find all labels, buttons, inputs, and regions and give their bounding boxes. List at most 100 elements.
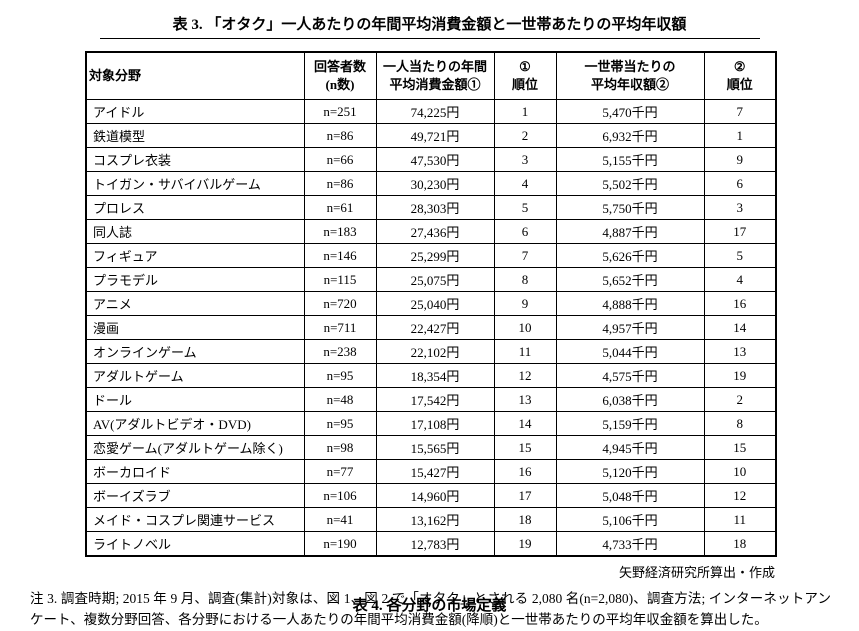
cell-spend: 28,303円 xyxy=(375,195,495,221)
table-header: 対象分野 回答者数 (n数) 一人当たりの年間 平均消費金額① ① 順位 一世帯当たりの… xyxy=(85,51,777,101)
cell-spend: 15,565円 xyxy=(375,435,495,461)
cell-rank-income: 6 xyxy=(703,171,777,197)
cell-rank-spend: 9 xyxy=(493,291,557,317)
table-row: 漫画 n=711 22,427円 10 4,957千円 14 xyxy=(85,315,777,341)
cell-rank-spend: 13 xyxy=(493,387,557,413)
cell-income: 5,626千円 xyxy=(555,243,705,269)
cell-respondents: n=106 xyxy=(303,483,377,509)
header-row: 対象分野 回答者数 (n数) 一人当たりの年間 平均消費金額① ① 順位 一世帯当たりの… xyxy=(85,51,777,101)
cell-field: AV(アダルトビデオ・DVD) xyxy=(85,411,305,437)
cell-rank-income: 19 xyxy=(703,363,777,389)
cell-respondents: n=183 xyxy=(303,219,377,245)
cell-field: オンラインゲーム xyxy=(85,339,305,365)
cell-field: アダルトゲーム xyxy=(85,363,305,389)
column-header-respondents: 回答者数 (n数) xyxy=(303,51,377,101)
cell-field: フィギュア xyxy=(85,243,305,269)
cell-field: トイガン・サバイバルゲーム xyxy=(85,171,305,197)
cell-rank-spend: 15 xyxy=(493,435,557,461)
table-row: 鉄道模型 n=86 49,721円 2 6,932千円 1 xyxy=(85,123,777,149)
cell-income: 6,038千円 xyxy=(555,387,705,413)
cell-rank-income: 2 xyxy=(703,387,777,413)
cell-spend: 18,354円 xyxy=(375,363,495,389)
cell-income: 5,652千円 xyxy=(555,267,705,293)
cell-respondents: n=238 xyxy=(303,339,377,365)
table-row: トイガン・サバイバルゲーム n=86 30,230円 4 5,502千円 6 xyxy=(85,171,777,197)
cell-rank-income: 3 xyxy=(703,195,777,221)
cell-income: 4,887千円 xyxy=(555,219,705,245)
cell-rank-income: 7 xyxy=(703,99,777,125)
cell-respondents: n=251 xyxy=(303,99,377,125)
cell-rank-income: 4 xyxy=(703,267,777,293)
cell-field: 漫画 xyxy=(85,315,305,341)
table-row: プラモデル n=115 25,075円 8 5,652千円 4 xyxy=(85,267,777,293)
table-row: 恋愛ゲーム(アダルトゲーム除く) n=98 15,565円 15 4,945千円 15 xyxy=(85,435,777,461)
cell-rank-income: 1 xyxy=(703,123,777,149)
source-credit: 矢野経済研究所算出・作成 xyxy=(618,565,775,581)
table-row: ボーイズラブ n=106 14,960円 17 5,048千円 12 xyxy=(85,483,777,509)
cell-respondents: n=95 xyxy=(303,411,377,437)
cell-spend: 22,427円 xyxy=(375,315,495,341)
cell-spend: 49,721円 xyxy=(375,123,495,149)
cell-rank-income: 5 xyxy=(703,243,777,269)
cell-respondents: n=86 xyxy=(303,123,377,149)
cell-income: 4,957千円 xyxy=(555,315,705,341)
cell-income: 4,888千円 xyxy=(555,291,705,317)
cell-rank-spend: 5 xyxy=(493,195,557,221)
cell-income: 5,048千円 xyxy=(555,483,705,509)
cell-field: ボーイズラブ xyxy=(85,483,305,509)
cell-field: メイド・コスプレ関連サービス xyxy=(85,507,305,533)
table-row: 同人誌 n=183 27,436円 6 4,887千円 17 xyxy=(85,219,777,245)
cell-rank-spend: 1 xyxy=(493,99,557,125)
cell-respondents: n=720 xyxy=(303,291,377,317)
cell-rank-income: 15 xyxy=(703,435,777,461)
cell-income: 4,575千円 xyxy=(555,363,705,389)
cell-spend: 27,436円 xyxy=(375,219,495,245)
cell-income: 6,932千円 xyxy=(555,123,705,149)
cell-rank-spend: 17 xyxy=(493,483,557,509)
cell-spend: 74,225円 xyxy=(375,99,495,125)
cell-respondents: n=77 xyxy=(303,459,377,485)
cell-income: 5,470千円 xyxy=(555,99,705,125)
table-row: アイドル n=251 74,225円 1 5,470千円 7 xyxy=(85,99,777,125)
document-page: 表 3. 「オタク」一人あたりの年間平均消費金額と一世帯あたりの平均年収額 対象… xyxy=(30,17,831,627)
cell-income: 5,750千円 xyxy=(555,195,705,221)
cell-spend: 22,102円 xyxy=(375,339,495,365)
cell-field: プラモデル xyxy=(85,267,305,293)
cell-rank-spend: 14 xyxy=(493,411,557,437)
cell-respondents: n=115 xyxy=(303,267,377,293)
cell-field: ボーカロイド xyxy=(85,459,305,485)
cell-rank-spend: 3 xyxy=(493,147,557,173)
cell-rank-income: 17 xyxy=(703,219,777,245)
table-row: メイド・コスプレ関連サービス n=41 13,162円 18 5,106千円 11 xyxy=(85,507,777,533)
cell-rank-income: 9 xyxy=(703,147,777,173)
otaku-consumption-table: 対象分野 回答者数 (n数) 一人当たりの年間 平均消費金額① ① 順位 一世帯当たりの… xyxy=(85,51,777,558)
cell-rank-income: 12 xyxy=(703,483,777,509)
table-row: オンラインゲーム n=238 22,102円 11 5,044千円 13 xyxy=(85,339,777,365)
table-row: コスプレ衣装 n=66 47,530円 3 5,155千円 9 xyxy=(85,147,777,173)
cell-rank-spend: 8 xyxy=(493,267,557,293)
cell-respondents: n=146 xyxy=(303,243,377,269)
cell-field: ドール xyxy=(85,387,305,413)
table-row: アニメ n=720 25,040円 9 4,888千円 16 xyxy=(85,291,777,317)
cell-spend: 25,040円 xyxy=(375,291,495,317)
cell-spend: 17,108円 xyxy=(375,411,495,437)
cell-rank-income: 8 xyxy=(703,411,777,437)
cell-income: 5,106千円 xyxy=(555,507,705,533)
cell-respondents: n=98 xyxy=(303,435,377,461)
table-row: プロレス n=61 28,303円 5 5,750千円 3 xyxy=(85,195,777,221)
cell-spend: 30,230円 xyxy=(375,171,495,197)
cell-income: 4,733千円 xyxy=(555,531,705,557)
table-row: ドール n=48 17,542円 13 6,038千円 2 xyxy=(85,387,777,413)
cell-rank-spend: 11 xyxy=(493,339,557,365)
cell-field: アイドル xyxy=(85,99,305,125)
cell-rank-spend: 12 xyxy=(493,363,557,389)
cell-respondents: n=95 xyxy=(303,363,377,389)
cell-income: 4,945千円 xyxy=(555,435,705,461)
cell-rank-income: 16 xyxy=(703,291,777,317)
cell-field: コスプレ衣装 xyxy=(85,147,305,173)
cell-rank-spend: 4 xyxy=(493,171,557,197)
cell-income: 5,159千円 xyxy=(555,411,705,437)
table-row: AV(アダルトビデオ・DVD) n=95 17,108円 14 5,159千円 8 xyxy=(85,411,777,437)
cell-field: アニメ xyxy=(85,291,305,317)
cell-spend: 14,960円 xyxy=(375,483,495,509)
